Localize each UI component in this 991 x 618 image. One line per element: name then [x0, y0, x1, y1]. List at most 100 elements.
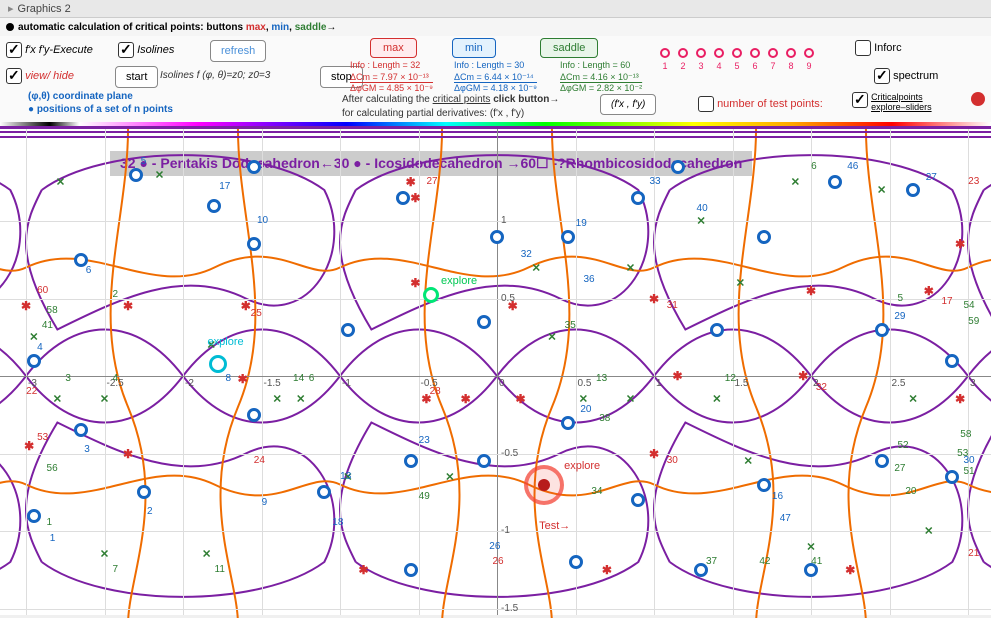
x-tick-label: 3 — [970, 378, 976, 389]
saddle-label: 52 — [898, 440, 909, 451]
saddle-point: ✕ — [100, 393, 109, 406]
saddle-label: 41 — [42, 320, 53, 331]
min-point — [27, 354, 41, 368]
isolines-checkbox[interactable] — [118, 42, 134, 58]
fxfy-button[interactable]: (f'x , f'y) — [600, 94, 656, 115]
min-point — [477, 315, 491, 329]
saddle-point: ✕ — [202, 548, 211, 561]
pink-indicator: 6 — [750, 48, 760, 71]
max-label: 60 — [37, 285, 48, 296]
max-label: 30 — [667, 455, 678, 466]
saddle-label: 37 — [706, 556, 717, 567]
saddle-button[interactable]: saddle — [540, 38, 598, 58]
saddle-label: 13 — [596, 373, 607, 384]
max-point: ✱ — [359, 563, 369, 577]
min-point — [74, 423, 88, 437]
red-dot-icon — [971, 92, 985, 106]
saddle-label: 3 — [65, 373, 71, 384]
saddle-point: ✕ — [696, 215, 705, 228]
y-tick-label: 1 — [501, 215, 507, 226]
min-label: 36 — [584, 274, 595, 285]
coord-label: (φ,θ) coordinate plane — [28, 91, 133, 102]
min-label: 2 — [147, 506, 153, 517]
min-point — [631, 493, 645, 507]
min-point — [710, 323, 724, 337]
max-point: ✱ — [241, 299, 251, 313]
min-label: 16 — [772, 491, 783, 502]
infor-checkbox[interactable] — [855, 40, 871, 56]
saddle-point: ✕ — [56, 176, 65, 189]
saddle-label: 41 — [811, 556, 822, 567]
testpts-label: number of test points: — [717, 98, 823, 110]
exec-checkbox[interactable] — [6, 42, 22, 58]
pink-indicator: 9 — [804, 48, 814, 71]
min-label: 6 — [86, 265, 92, 276]
y-tick-label: -0.5 — [501, 448, 518, 459]
explore-cyan-label: explore — [208, 336, 244, 348]
min-label: 4 — [37, 342, 43, 353]
saddle-label: 58 — [960, 429, 971, 440]
x-tick-label: 2.5 — [892, 378, 906, 389]
min-button[interactable]: min — [452, 38, 496, 58]
min-point — [404, 454, 418, 468]
max-point: ✱ — [955, 237, 965, 251]
min-point — [875, 454, 889, 468]
saddle-point: ✕ — [736, 277, 745, 290]
saddle-label: 35 — [565, 320, 576, 331]
min-label: 27 — [926, 172, 937, 183]
saddle-label: 34 — [591, 486, 602, 497]
saddle-label: 2 — [113, 289, 119, 300]
max-label: 24 — [254, 455, 265, 466]
testpts-checkbox[interactable] — [698, 96, 714, 112]
saddle-label: 6 — [309, 373, 315, 384]
partial-deriv-text: for calculating partial derivatives: (f'… — [342, 108, 524, 119]
pink-indicator: 5 — [732, 48, 742, 71]
saddle-label: 11 — [215, 564, 225, 575]
critslider-checkbox[interactable] — [852, 92, 868, 108]
pink-indicator: 1 — [660, 48, 670, 71]
min-point — [828, 175, 842, 189]
explore-red-marker — [524, 465, 564, 505]
start-button[interactable]: start — [115, 66, 158, 88]
saddle-point: ✕ — [100, 548, 109, 561]
saddle-point: ✕ — [806, 540, 815, 553]
max-label: 23 — [968, 176, 979, 187]
max-label: 31 — [667, 300, 678, 311]
min-point — [207, 199, 221, 213]
saddle-label: 20 — [905, 486, 916, 497]
info-saddle: Info : Length = 60ΔCm = 4.16 × 10⁻¹³ΔφGM… — [556, 58, 646, 97]
min-point — [137, 485, 151, 499]
min-point — [757, 478, 771, 492]
min-point — [757, 230, 771, 244]
min-label: 32 — [521, 249, 532, 260]
info-max: Info : Length = 32ΔCm = 7.97 × 10⁻¹³ΔφGM… — [346, 58, 437, 97]
saddle-point: ✕ — [296, 393, 305, 406]
plot-area[interactable]: 32 ● - Pentakis Dodecahedron←30 ● - Icos… — [0, 126, 991, 615]
pink-indicator: 8 — [786, 48, 796, 71]
spectrum-checkbox[interactable] — [874, 68, 890, 84]
test-label: Test→ — [539, 520, 570, 532]
explore-red-label: explore — [564, 460, 600, 472]
saddle-label: 27 — [894, 463, 905, 474]
x-tick-label: -1.5 — [264, 378, 281, 389]
refresh-button[interactable]: refresh — [210, 40, 266, 62]
infor-label: Inforc — [874, 42, 902, 54]
min-point — [247, 237, 261, 251]
max-button[interactable]: max — [370, 38, 417, 58]
min-point — [27, 509, 41, 523]
max-label: 26 — [492, 556, 503, 567]
viewhide-checkbox[interactable] — [6, 68, 22, 84]
max-point: ✱ — [806, 284, 816, 298]
saddle-label: 5 — [898, 293, 904, 304]
saddle-label: 59 — [968, 316, 979, 327]
max-point: ✱ — [516, 392, 526, 406]
min-label: 8 — [226, 373, 232, 384]
after-calc-text: After calculating the critical points cl… — [342, 94, 559, 105]
saddle-label: 7 — [113, 564, 119, 575]
min-label: 5 — [141, 156, 147, 167]
min-point — [945, 354, 959, 368]
min-label: 20 — [580, 404, 591, 415]
max-point: ✱ — [410, 191, 420, 205]
min-point — [396, 191, 410, 205]
min-label: 46 — [847, 161, 858, 172]
